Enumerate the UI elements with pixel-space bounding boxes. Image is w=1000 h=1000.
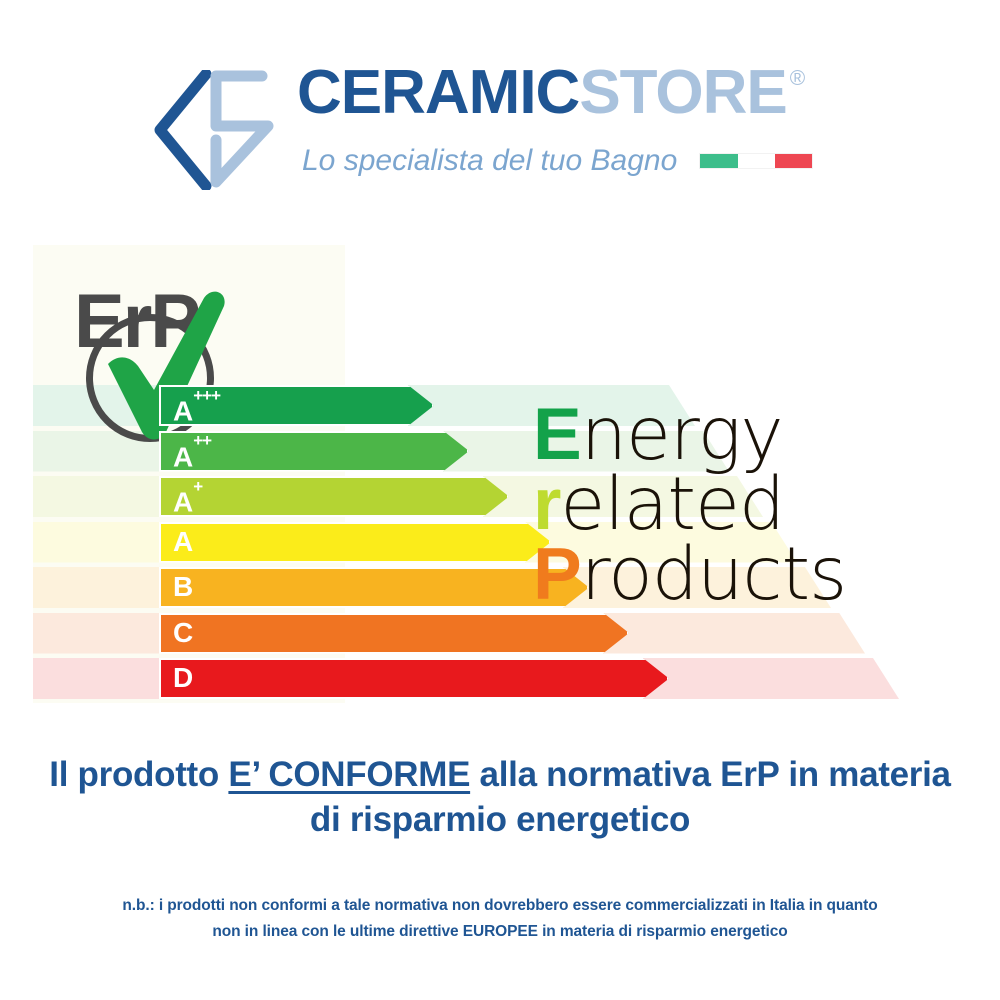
footnote-emphasis: EUROPEE (462, 923, 538, 940)
registered-trademark-icon: ® (789, 66, 806, 90)
bar-class-label: A+ (173, 476, 203, 518)
energy-class-bar-b: B (159, 567, 589, 608)
ceramicstore-chevron-logo-icon (150, 68, 278, 192)
energy-class-bar-aplusplusplus: A+++ (159, 385, 434, 426)
erp-wordmark: Energy related Products (533, 398, 899, 611)
erp-wordmark-line-2: related (533, 468, 899, 541)
page-header: CERAMICSTORE ® Lo specialista del tuo Bag… (0, 0, 1000, 225)
bar-class-label: A (173, 525, 194, 557)
statement-emphasis: E’ CONFORME (228, 755, 471, 794)
erp-word-products: roducts (580, 532, 847, 618)
erp-wordmark-line-3: Products (533, 538, 899, 611)
bar-class-label: A++ (173, 431, 212, 472)
bar-arrow-shape (159, 476, 509, 517)
energy-class-bars: A+++ A++ A+ A B C D (159, 385, 899, 703)
energy-label-graphic: ErP A+++ A++ A+ A B C D Energy related Product… (33, 245, 899, 703)
erp-compliance-badge: ErP (56, 272, 251, 447)
bar-arrow-shape (159, 521, 551, 563)
energy-class-bar-a: A (159, 521, 551, 563)
bar-class-label: C (173, 616, 194, 648)
italian-flag-icon (699, 153, 814, 169)
bar-arrow-shape (159, 658, 669, 699)
bar-arrow-shape (159, 430, 469, 472)
flag-stripe-red (774, 154, 813, 168)
erp-cap-p: P (533, 534, 582, 616)
energy-class-bar-c: C (159, 612, 629, 654)
erp-wordmark-line-1: Energy (533, 398, 899, 471)
bar-arrow-shape (159, 612, 629, 654)
green-checkmark-icon (96, 290, 246, 440)
brand-logo[interactable]: CERAMICSTORE ® Lo specialista del tuo Bag… (150, 62, 850, 197)
energy-class-bar-aplusplus: A++ (159, 430, 469, 472)
bar-class-label: D (173, 662, 194, 693)
brand-wordmark: CERAMICSTORE ® (297, 62, 806, 124)
footnote-line-2-part-1: non in linea con le ultime direttive (212, 923, 463, 940)
bar-class-label: A+++ (173, 385, 221, 427)
footnote-line-1: n.b.: i prodotti non conformi a tale nor… (122, 897, 878, 914)
statement-part-1: Il prodotto (49, 755, 229, 794)
energy-class-bar-aplus: A+ (159, 476, 509, 517)
brand-name-primary: CERAMIC (297, 58, 580, 127)
tagline-row: Lo specialista del tuo Bagno (302, 144, 814, 178)
compliance-footnote: n.b.: i prodotti non conformi a tale nor… (30, 893, 970, 945)
compliance-statement: Il prodotto E’ CONFORME alla normativa E… (30, 752, 970, 842)
brand-name-secondary: STORE (579, 58, 787, 127)
flag-stripe-green (700, 154, 738, 168)
bar-arrow-shape (159, 385, 434, 426)
erp-cap-e: E (533, 394, 582, 475)
erp-word-energy: nergy (580, 392, 784, 477)
statement-part-2: alla normativa ErP in materia di risparm… (309, 755, 951, 839)
bar-arrow-shape (159, 567, 589, 608)
bar-class-label: B (173, 571, 194, 602)
erp-word-related: elated (560, 462, 785, 548)
footnote-line-2-part-2: in materia di risparmio energetico (537, 923, 788, 940)
brand-tagline: Lo specialista del tuo Bagno (302, 144, 678, 177)
energy-class-bar-d: D (159, 658, 669, 699)
flag-stripe-white (737, 154, 775, 168)
erp-cap-r: r (533, 464, 561, 546)
